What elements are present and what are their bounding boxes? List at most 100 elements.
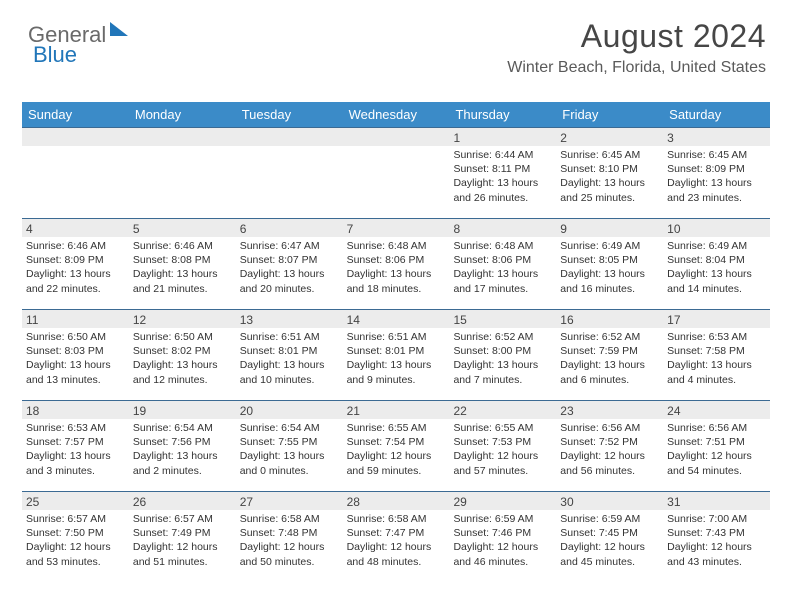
sunrise-text: Sunrise: 6:58 AM <box>347 512 446 526</box>
daylight-text: and 2 minutes. <box>133 464 232 478</box>
daylight-text: Daylight: 12 hours <box>667 449 766 463</box>
sunrise-text: Sunrise: 6:59 AM <box>560 512 659 526</box>
daylight-text: and 16 minutes. <box>560 282 659 296</box>
day-number: 11 <box>22 310 129 328</box>
calendar-cell: 21Sunrise: 6:55 AMSunset: 7:54 PMDayligh… <box>343 401 450 491</box>
sunset-text: Sunset: 7:50 PM <box>26 526 125 540</box>
day-number: 13 <box>236 310 343 328</box>
calendar-week: 18Sunrise: 6:53 AMSunset: 7:57 PMDayligh… <box>22 400 770 491</box>
day-number: 22 <box>449 401 556 419</box>
sunset-text: Sunset: 8:04 PM <box>667 253 766 267</box>
sunrise-text: Sunrise: 6:50 AM <box>26 330 125 344</box>
day-number: . <box>129 128 236 146</box>
sunrise-text: Sunrise: 6:45 AM <box>667 148 766 162</box>
sunrise-text: Sunrise: 6:47 AM <box>240 239 339 253</box>
daylight-text: Daylight: 13 hours <box>240 267 339 281</box>
daylight-text: Daylight: 13 hours <box>667 267 766 281</box>
sunrise-text: Sunrise: 7:00 AM <box>667 512 766 526</box>
calendar-cell: 16Sunrise: 6:52 AMSunset: 7:59 PMDayligh… <box>556 310 663 400</box>
daylight-text: and 25 minutes. <box>560 191 659 205</box>
day-number: 23 <box>556 401 663 419</box>
daylight-text: Daylight: 13 hours <box>133 449 232 463</box>
daylight-text: and 9 minutes. <box>347 373 446 387</box>
daylight-text: Daylight: 12 hours <box>453 449 552 463</box>
day-number: 2 <box>556 128 663 146</box>
calendar-cell: 2Sunrise: 6:45 AMSunset: 8:10 PMDaylight… <box>556 128 663 218</box>
daylight-text: Daylight: 12 hours <box>347 449 446 463</box>
weekday-header: Wednesday <box>343 102 450 127</box>
calendar-cell: 23Sunrise: 6:56 AMSunset: 7:52 PMDayligh… <box>556 401 663 491</box>
day-number: 19 <box>129 401 236 419</box>
daylight-text: and 12 minutes. <box>133 373 232 387</box>
day-number: 15 <box>449 310 556 328</box>
sunrise-text: Sunrise: 6:46 AM <box>133 239 232 253</box>
daylight-text: and 0 minutes. <box>240 464 339 478</box>
sunset-text: Sunset: 8:06 PM <box>347 253 446 267</box>
daylight-text: and 7 minutes. <box>453 373 552 387</box>
logo-triangle-icon <box>110 22 128 36</box>
sunrise-text: Sunrise: 6:59 AM <box>453 512 552 526</box>
day-number: 21 <box>343 401 450 419</box>
day-number: 31 <box>663 492 770 510</box>
sunrise-text: Sunrise: 6:55 AM <box>453 421 552 435</box>
weekday-header: Tuesday <box>236 102 343 127</box>
calendar-cell: 18Sunrise: 6:53 AMSunset: 7:57 PMDayligh… <box>22 401 129 491</box>
daylight-text: and 59 minutes. <box>347 464 446 478</box>
daylight-text: and 57 minutes. <box>453 464 552 478</box>
sunset-text: Sunset: 7:57 PM <box>26 435 125 449</box>
daylight-text: and 45 minutes. <box>560 555 659 569</box>
calendar-cell: 31Sunrise: 7:00 AMSunset: 7:43 PMDayligh… <box>663 492 770 582</box>
sunrise-text: Sunrise: 6:56 AM <box>560 421 659 435</box>
sunrise-text: Sunrise: 6:49 AM <box>560 239 659 253</box>
daylight-text: Daylight: 12 hours <box>26 540 125 554</box>
location-subtitle: Winter Beach, Florida, United States <box>507 59 766 77</box>
daylight-text: Daylight: 13 hours <box>667 358 766 372</box>
sunrise-text: Sunrise: 6:45 AM <box>560 148 659 162</box>
day-number: 7 <box>343 219 450 237</box>
sunset-text: Sunset: 8:11 PM <box>453 162 552 176</box>
sunset-text: Sunset: 8:01 PM <box>347 344 446 358</box>
day-number: 17 <box>663 310 770 328</box>
day-number: . <box>22 128 129 146</box>
weekday-header: Saturday <box>663 102 770 127</box>
sunset-text: Sunset: 8:09 PM <box>26 253 125 267</box>
calendar-cell: 1Sunrise: 6:44 AMSunset: 8:11 PMDaylight… <box>449 128 556 218</box>
day-number: 30 <box>556 492 663 510</box>
sunrise-text: Sunrise: 6:53 AM <box>667 330 766 344</box>
daylight-text: and 51 minutes. <box>133 555 232 569</box>
daylight-text: and 53 minutes. <box>26 555 125 569</box>
sunset-text: Sunset: 7:46 PM <box>453 526 552 540</box>
daylight-text: and 54 minutes. <box>667 464 766 478</box>
daylight-text: and 17 minutes. <box>453 282 552 296</box>
sunset-text: Sunset: 7:59 PM <box>560 344 659 358</box>
sunset-text: Sunset: 7:54 PM <box>347 435 446 449</box>
sunset-text: Sunset: 8:09 PM <box>667 162 766 176</box>
day-number: 4 <box>22 219 129 237</box>
day-number: 18 <box>22 401 129 419</box>
day-number: . <box>236 128 343 146</box>
calendar-cell: 24Sunrise: 6:56 AMSunset: 7:51 PMDayligh… <box>663 401 770 491</box>
daylight-text: Daylight: 13 hours <box>347 267 446 281</box>
daylight-text: and 50 minutes. <box>240 555 339 569</box>
daylight-text: Daylight: 12 hours <box>240 540 339 554</box>
sunrise-text: Sunrise: 6:49 AM <box>667 239 766 253</box>
sunrise-text: Sunrise: 6:44 AM <box>453 148 552 162</box>
sunset-text: Sunset: 8:03 PM <box>26 344 125 358</box>
daylight-text: Daylight: 12 hours <box>347 540 446 554</box>
sunrise-text: Sunrise: 6:50 AM <box>133 330 232 344</box>
month-title: August 2024 <box>507 18 766 55</box>
daylight-text: and 21 minutes. <box>133 282 232 296</box>
calendar-week: 25Sunrise: 6:57 AMSunset: 7:50 PMDayligh… <box>22 491 770 582</box>
day-number: . <box>343 128 450 146</box>
daylight-text: and 3 minutes. <box>26 464 125 478</box>
weekday-header-row: SundayMondayTuesdayWednesdayThursdayFrid… <box>22 102 770 127</box>
sunset-text: Sunset: 7:53 PM <box>453 435 552 449</box>
day-number: 8 <box>449 219 556 237</box>
sunrise-text: Sunrise: 6:51 AM <box>240 330 339 344</box>
sunrise-text: Sunrise: 6:52 AM <box>453 330 552 344</box>
sunset-text: Sunset: 8:01 PM <box>240 344 339 358</box>
daylight-text: Daylight: 13 hours <box>26 267 125 281</box>
sunset-text: Sunset: 7:51 PM <box>667 435 766 449</box>
daylight-text: and 13 minutes. <box>26 373 125 387</box>
sunrise-text: Sunrise: 6:58 AM <box>240 512 339 526</box>
